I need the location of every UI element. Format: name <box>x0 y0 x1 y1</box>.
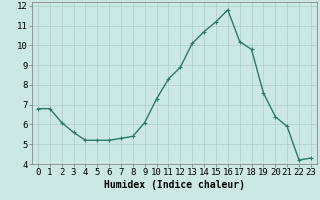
X-axis label: Humidex (Indice chaleur): Humidex (Indice chaleur) <box>104 180 245 190</box>
